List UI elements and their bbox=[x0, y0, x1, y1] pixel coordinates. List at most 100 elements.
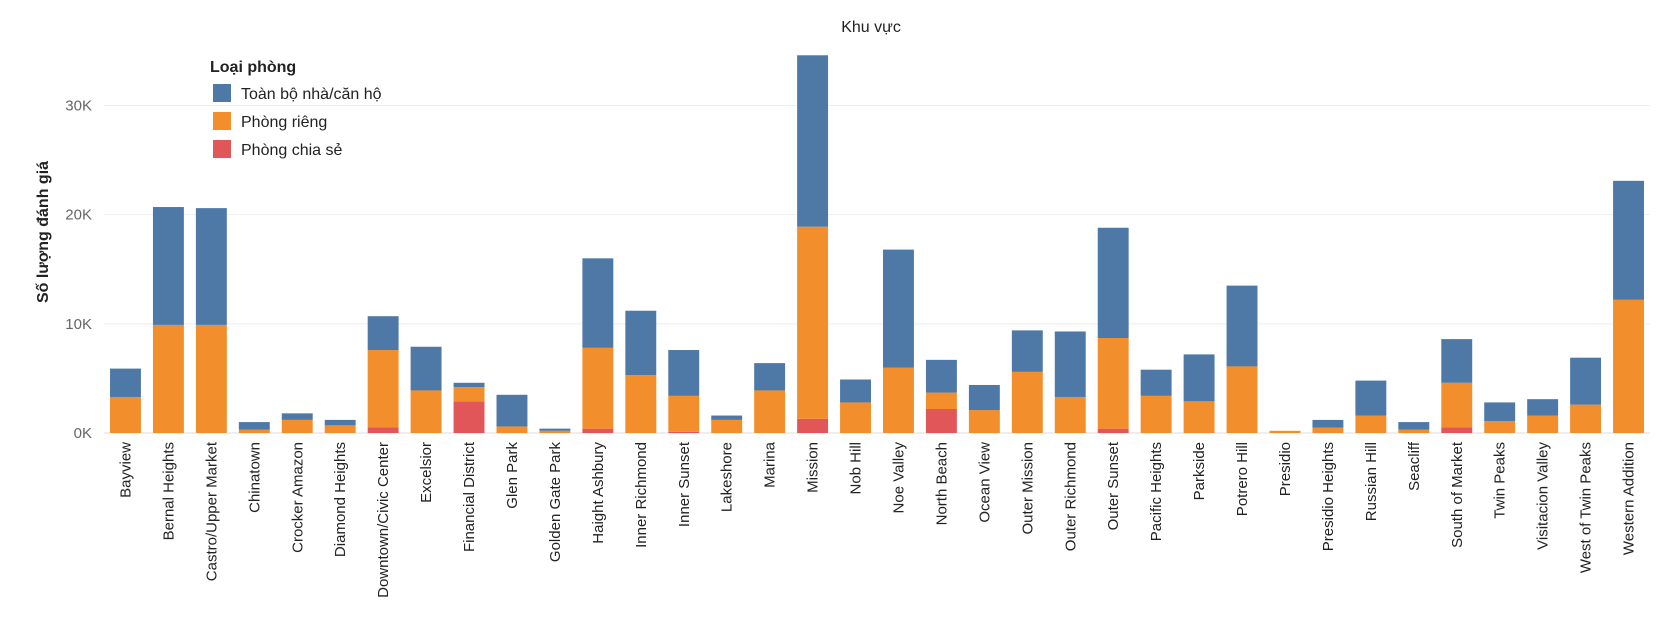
x-tick-label: Castro/Upper Market bbox=[203, 441, 220, 581]
bar-stack bbox=[496, 394, 528, 433]
x-tick-label: Russian Hill bbox=[1363, 442, 1380, 521]
x-tick-label: Crocker Amazon bbox=[289, 442, 306, 553]
bar-stack bbox=[410, 346, 442, 433]
bar-segment bbox=[1570, 357, 1602, 405]
gridlines bbox=[104, 105, 1650, 434]
bar-stack bbox=[367, 316, 399, 433]
bar-segment bbox=[1226, 366, 1258, 433]
legend-title: Loại phòng bbox=[210, 59, 296, 76]
bar-segment bbox=[1527, 399, 1559, 416]
legend-label: Phòng chia sẻ bbox=[241, 142, 343, 159]
bar-segment bbox=[1183, 354, 1215, 402]
bar-segment bbox=[1140, 369, 1172, 396]
x-tick-label: Potrero Hill bbox=[1234, 442, 1251, 516]
bar-segment bbox=[840, 379, 871, 403]
bar-stack bbox=[195, 208, 227, 433]
bar-segment bbox=[195, 324, 227, 433]
bar-stack bbox=[1441, 339, 1473, 433]
x-tick-label: Financial District bbox=[461, 441, 478, 552]
x-tick-label: Presidio Heights bbox=[1320, 442, 1337, 551]
x-tick-label: Bernal Heights bbox=[160, 442, 177, 540]
x-tick-label: Nob Hill bbox=[848, 442, 865, 495]
bar-stack bbox=[1570, 357, 1602, 433]
y-tick-label: 10K bbox=[65, 316, 92, 333]
x-tick-label: Lakeshore bbox=[719, 442, 736, 512]
bar-segment bbox=[1269, 430, 1301, 433]
bar-segment bbox=[1054, 331, 1086, 397]
bar-segment bbox=[582, 428, 614, 433]
bar-segment bbox=[797, 55, 829, 227]
y-tick-label: 20K bbox=[65, 207, 92, 224]
x-tick-label: Visitacion Valley bbox=[1535, 442, 1552, 550]
bar-segment bbox=[1398, 422, 1430, 430]
bar-segment bbox=[367, 350, 399, 428]
x-tick-label: Diamond Heights bbox=[332, 442, 349, 557]
x-axis-category-labels: Bayview Bernal Heights Castro/Upper Market… bbox=[117, 441, 1637, 598]
bar-stack bbox=[281, 413, 313, 433]
x-tick-label: Ocean View bbox=[976, 442, 993, 523]
x-tick-label: Seacliff bbox=[1406, 441, 1423, 491]
x-tick-label: Chinatown bbox=[246, 442, 263, 513]
bar-segment bbox=[711, 419, 743, 433]
y-tick-label: 0K bbox=[74, 425, 92, 442]
bar-segment bbox=[110, 368, 141, 397]
x-tick-label: Golden Gate Park bbox=[547, 442, 564, 563]
bar-stack bbox=[1269, 430, 1301, 433]
legend-swatch bbox=[213, 140, 231, 158]
bar-segment bbox=[453, 387, 485, 402]
bars bbox=[110, 55, 1644, 433]
bar-segment bbox=[883, 367, 914, 433]
bar-segment bbox=[1312, 427, 1344, 433]
legend-label: Toàn bộ nhà/căn hộ bbox=[241, 86, 382, 103]
y-tick-label: 30K bbox=[65, 98, 92, 115]
bar-stack bbox=[1355, 380, 1387, 433]
bar-segment bbox=[1097, 227, 1129, 339]
x-tick-label: West of Twin Peaks bbox=[1578, 442, 1595, 573]
bar-stack bbox=[582, 258, 614, 433]
bar-segment bbox=[1183, 401, 1215, 433]
bar-stack bbox=[711, 415, 743, 433]
legend: Loại phòng Toàn bộ nhà/căn hộ Phòng riêng… bbox=[210, 59, 382, 159]
bar-segment bbox=[110, 396, 141, 433]
bar-segment bbox=[1484, 402, 1516, 421]
bar-segment bbox=[925, 392, 957, 409]
bar-segment bbox=[324, 425, 356, 433]
bar-segment bbox=[496, 426, 528, 433]
bar-stack bbox=[1140, 369, 1172, 433]
bar-stack bbox=[1312, 419, 1344, 433]
y-axis-title: Số lượng đánh giá bbox=[35, 161, 52, 303]
bar-segment bbox=[925, 408, 957, 433]
bar-segment bbox=[238, 422, 270, 430]
bar-segment bbox=[152, 324, 184, 433]
x-tick-label: Excelsior bbox=[418, 442, 435, 503]
bar-segment bbox=[1312, 419, 1344, 428]
bar-segment bbox=[711, 415, 743, 420]
bar-segment bbox=[539, 428, 571, 431]
bar-stack bbox=[925, 359, 957, 433]
bar-segment bbox=[625, 310, 657, 376]
bar-segment bbox=[1226, 285, 1258, 367]
x-tick-label: Pacific Heights bbox=[1148, 442, 1165, 541]
bar-stack bbox=[968, 384, 1000, 433]
bar-stack bbox=[453, 382, 485, 433]
x-tick-label: Parkside bbox=[1191, 442, 1208, 500]
bar-stack bbox=[1097, 227, 1129, 433]
bar-segment bbox=[1011, 330, 1043, 372]
bar-stack bbox=[840, 379, 871, 433]
x-tick-label: Inner Sunset bbox=[676, 441, 693, 527]
bar-segment bbox=[797, 226, 829, 419]
bar-stack bbox=[754, 363, 786, 433]
x-tick-label: Presidio bbox=[1277, 442, 1294, 496]
bar-segment bbox=[668, 431, 700, 433]
bar-segment bbox=[1140, 395, 1172, 433]
bar-segment bbox=[797, 418, 829, 433]
bar-stack bbox=[1484, 402, 1516, 433]
bar-segment bbox=[1097, 428, 1129, 433]
bar-segment bbox=[1441, 339, 1473, 383]
bar-segment bbox=[1355, 415, 1387, 433]
bar-segment bbox=[883, 249, 914, 368]
bar-segment bbox=[238, 429, 270, 433]
bar-segment bbox=[410, 390, 442, 433]
